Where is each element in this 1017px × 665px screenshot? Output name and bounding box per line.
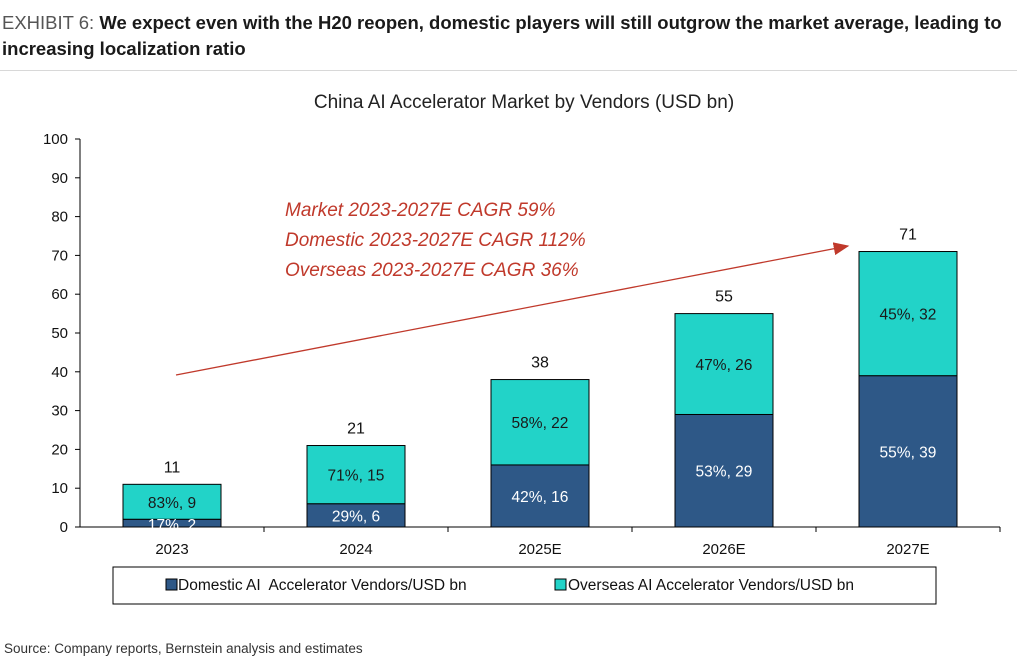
bar-overseas [306, 445, 406, 505]
y-tick-label: 40 [51, 364, 68, 381]
data-label-domestic: 17%, 2 [148, 517, 196, 534]
y-tick-label: 90 [51, 170, 68, 187]
x-tick-label: 2023 [155, 541, 188, 558]
y-tick-label: 80 [51, 209, 68, 226]
chart: China AI Accelerator Market by Vendors (… [43, 92, 1001, 605]
cagr-annotation: Domestic 2023-2027E CAGR 112% [285, 230, 586, 251]
data-label-domestic: 53%, 29 [696, 464, 753, 481]
y-tick-label: 50 [51, 325, 68, 342]
bar-overseas [674, 313, 774, 415]
chart-title: China AI Accelerator Market by Vendors (… [314, 92, 734, 113]
x-tick-label: 2025E [518, 541, 561, 558]
chart-frame [0, 70, 1017, 626]
bar-overseas [122, 483, 222, 520]
y-tick-label: 10 [51, 480, 68, 497]
x-tick-label: 2027E [886, 541, 929, 558]
exhibit-label: EXHIBIT 6: [2, 12, 95, 33]
legend-box [112, 566, 937, 605]
data-label-domestic: 42%, 16 [512, 489, 569, 506]
data-label-overseas: 58%, 22 [512, 415, 569, 432]
legend-label-overseas: Overseas AI Accelerator Vendors/USD bn [568, 577, 854, 594]
y-tick-label: 30 [51, 403, 68, 420]
data-label-total: 71 [899, 227, 917, 244]
bar-overseas [490, 379, 590, 466]
legend-swatch-overseas [554, 578, 567, 591]
x-tick-label: 2026E [702, 541, 745, 558]
data-label-overseas: 83%, 9 [148, 495, 196, 512]
data-label-domestic: 55%, 39 [880, 444, 937, 461]
y-tick-label: 0 [60, 519, 68, 536]
cagr-annotation: Market 2023-2027E CAGR 59% [285, 200, 555, 221]
bar-domestic [490, 464, 590, 528]
bar-domestic [674, 413, 774, 528]
data-label-overseas: 45%, 32 [880, 307, 937, 324]
data-label-total: 38 [531, 355, 549, 372]
trend-arrow [175, 242, 850, 376]
data-label-overseas: 47%, 26 [696, 357, 753, 374]
exhibit-heading: EXHIBIT 6: We expect even with the H20 r… [2, 10, 1014, 62]
legend-label-domestic: Domestic AI Accelerator Vendors/USD bn [178, 577, 467, 594]
bar-domestic [858, 375, 958, 528]
y-tick-label: 60 [51, 286, 68, 303]
data-label-overseas: 71%, 15 [328, 468, 385, 485]
data-label-total: 21 [347, 421, 365, 438]
legend-swatch-domestic [165, 578, 178, 591]
data-label-domestic: 29%, 6 [332, 508, 380, 525]
bar-overseas [858, 251, 958, 377]
x-tick-label: 2024 [339, 541, 372, 558]
cagr-annotation: Overseas 2023-2027E CAGR 36% [285, 260, 579, 281]
y-tick-label: 70 [51, 247, 68, 264]
source-note: Source: Company reports, Bernstein analy… [4, 641, 363, 656]
data-label-total: 11 [164, 459, 181, 476]
y-tick-label: 20 [51, 441, 68, 458]
y-tick-label: 100 [43, 131, 68, 148]
data-label-total: 55 [715, 289, 733, 306]
exhibit-title: We expect even with the H20 reopen, dome… [2, 12, 1002, 59]
